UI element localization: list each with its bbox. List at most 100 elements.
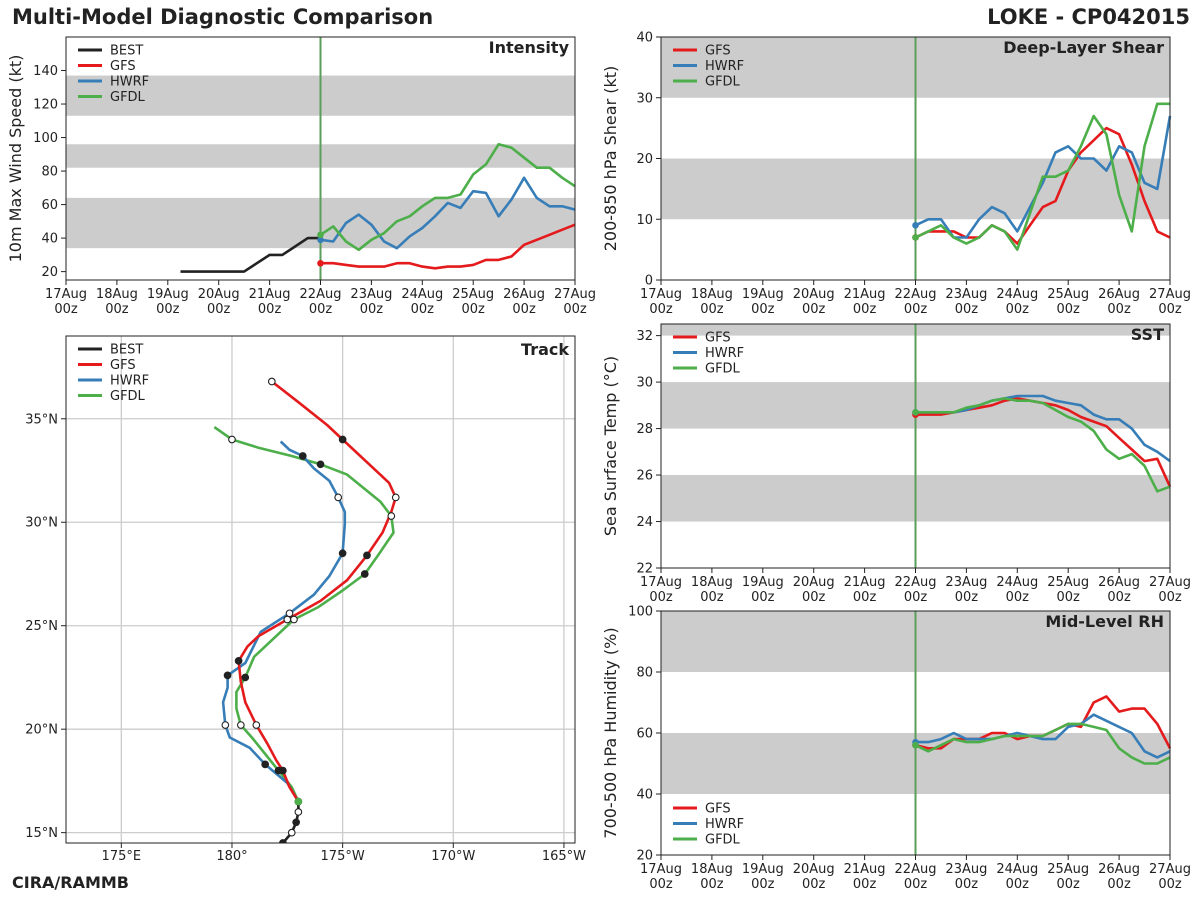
intensity-start-point-gfs [317,259,324,267]
rh-ytick-label: 60 [636,727,653,742]
sst-panel-title: SST [1131,325,1164,344]
intensity-legend-label-hwrf: HWRF [110,75,149,90]
track-series-group [213,377,400,843]
sst-xtick-label: 25Aug 00z [1047,575,1089,605]
sst-series-gfdl [915,397,1171,493]
track-ytick-label: 20°N [25,723,58,738]
rh-legend-label-hwrf: HWRF [705,817,744,832]
track-ytick-label: 25°N [25,619,58,634]
track-marker-best [279,839,287,843]
intensity-xtick-label: 19Aug 00z [147,287,189,317]
track-xtick-label: 170°W [431,849,475,864]
sst-xtick-label: 20Aug 00z [793,575,835,605]
sst-xtick-label: 23Aug 00z [945,575,987,605]
shear-start-point-gfdl [912,234,919,241]
intensity-ytick-label: 140 [33,64,58,79]
shear-series-hwrf [914,115,1172,239]
sst-ylabel: Sea Surface Temp (°C) [601,356,620,536]
track-marker-hwrf [334,493,343,502]
track-marker-gfdl [360,570,369,578]
track-legend-label-best: BEST [110,343,143,358]
intensity-legend-label-gfdl: GFDL [110,90,146,105]
sst-start-point-gfdl [912,409,919,416]
track-marker-gfs [267,377,276,386]
intensity-xtick-label: 24Aug 00z [401,287,443,317]
shear-xtick-label: 25Aug 00z [1047,287,1089,317]
track-series-gfs [237,380,398,803]
intensity-xtick-label: 17Aug 00z [45,287,87,317]
track-legend-label-gfdl: GFDL [110,389,146,404]
track-marker-hwrf [261,760,270,769]
track-marker-gfdl [387,512,396,520]
track-marker-best [294,808,303,816]
sst-ytick-label: 30 [636,376,653,391]
sst-xtick-label: 26Aug 00z [1098,575,1140,605]
track-marker-hwrf [338,549,347,558]
rh-ytick-label: 100 [628,605,653,620]
track-marker-hwrf [221,721,230,729]
rh-start-point-gfdl [912,741,919,749]
shear-xtick-label: 26Aug 00z [1098,287,1140,317]
figure-title: Multi-Model Diagnostic Comparison [12,5,434,29]
shear-legend-label-gfs: GFS [705,44,731,59]
shear-xtick-label: 18Aug 00z [691,287,733,317]
intensity-ytick-label: 100 [33,131,58,146]
shear-xtick-label: 23Aug 00z [945,287,987,317]
track-marker-gfs [234,657,243,665]
shear-series-gfdl [914,102,1170,251]
shear-ylabel: 200-850 hPa Shear (kt) [601,66,620,252]
intensity-ylabel: 10m Max Wind Speed (kt) [6,55,25,263]
sst-xtick-label: 18Aug 00z [691,575,733,605]
track-marker-gfdl [290,615,298,624]
intensity-series-gfdl [319,143,576,252]
shear-ytick-label: 10 [636,213,653,228]
shear-xtick-label: 27Aug 00z [1149,287,1191,317]
rh-xtick-label: 24Aug 00z [996,862,1038,892]
rh-xtick-label: 22Aug 00z [895,862,937,892]
shear-ytick-label: 40 [636,31,653,46]
intensity-start-point-hwrf [317,236,324,244]
track-xtick-label: 180° [216,849,247,864]
track-series-gfdl [213,426,395,803]
rh-xtick-label: 20Aug 00z [793,862,835,892]
intensity-ytick-label: 40 [41,232,58,247]
track-marker-gfdl [274,766,283,775]
sst-legend-label-gfdl: GFDL [705,362,741,377]
intensity-ytick-label: 80 [41,165,58,180]
rh-xtick-label: 19Aug 00z [742,862,784,892]
shear-panel-title: Deep-Layer Shear [1003,38,1164,57]
track-marker-gfdl [228,435,236,444]
rh-xtick-label: 21Aug 00z [844,862,886,892]
sst-legend-label-hwrf: HWRF [705,346,744,361]
track-marker-gfdl [241,673,250,682]
sst-xtick-label: 27Aug 00z [1149,575,1191,605]
track-xtick-label: 175°E [102,849,142,864]
sst-ytick-label: 32 [636,329,653,344]
track-xtick-label: 165°W [542,849,586,864]
shear-legend-label-gfdl: GFDL [705,75,741,90]
credit-label: CIRA/RAMMB [12,873,129,892]
storm-name: LOKE - CP042015 [987,5,1190,29]
intensity-xtick-label: 21Aug 00z [249,287,291,317]
rh-ytick-label: 80 [636,666,653,681]
shear-xtick-label: 21Aug 00z [844,287,886,317]
sst-ytick-label: 26 [636,469,653,484]
sst-ytick-label: 24 [636,515,653,530]
track-panel-title: Track [521,340,569,359]
track-marker-hwrf [298,452,307,460]
track-ytick-label: 30°N [25,516,58,531]
track-legend-label-gfs: GFS [110,358,136,373]
intensity-xtick-label: 26Aug 00z [503,287,545,317]
track-marker-gfdl [236,721,245,729]
rh-xtick-label: 25Aug 00z [1047,862,1089,892]
intensity-legend-label-best: BEST [110,44,143,59]
rh-series-hwrf [915,713,1171,759]
track-marker-gfs [363,551,371,560]
intensity-xtick-label: 18Aug 00z [96,287,138,317]
track-frame [65,335,576,844]
rh-ytick-label: 40 [636,788,653,803]
sst-ytick-label: 28 [636,422,653,437]
rh-ylabel: 700-500 hPa Humidity (%) [601,627,620,838]
intensity-panel-title: Intensity [489,38,570,57]
